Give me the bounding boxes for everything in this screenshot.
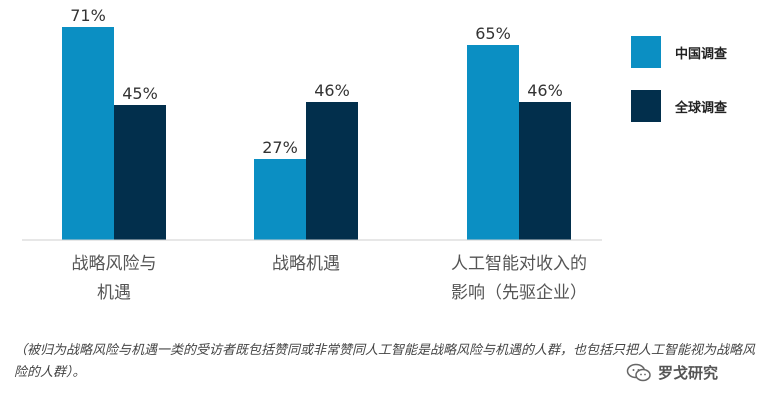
watermark-text: 罗戈研究 [658,364,719,382]
legend-item-china: 中国调查 [631,36,727,68]
chart-footnote: （被归为战略风险与机遇一类的受访者既包括赞同或非常赞同人工智能是战略风险与机遇的… [14,343,756,380]
wechat-icon [626,363,651,381]
labels-layer: 71% 45% 战略风险与机遇 27% 46% 战略机遇 65% 46% 人工智能对收入的影响（… [70,6,587,303]
bar-global-3 [519,102,571,240]
legend-swatch-china [631,36,661,68]
bar-china-1 [62,27,114,240]
category-label-1: 战略风险与机遇 [72,254,157,303]
watermark: 罗戈研究 [626,362,718,383]
bar-global-2 [306,102,358,240]
data-label-china-2: 27% [262,138,298,157]
bars-layer [62,27,571,240]
category-label-3: 人工智能对收入的影响（先驱企业） [451,254,587,303]
bar-chart: 71% 45% 战略风险与机遇 27% 46% 战略机遇 65% 46% 人工智能对收入的影响（… [22,6,602,303]
data-label-global-2: 46% [314,81,350,100]
bar-china-2 [254,159,306,240]
data-label-china-3: 65% [475,24,511,43]
bar-global-1 [114,105,166,240]
legend-label-global: 全球调查 [675,100,728,116]
data-label-global-1: 45% [122,84,158,103]
legend-item-global: 全球调查 [631,90,727,122]
category-label-2: 战略机遇 [272,254,340,274]
bar-china-3 [467,45,519,240]
data-label-china-1: 71% [70,6,106,25]
data-label-global-3: 46% [527,81,563,100]
legend-label-china: 中国调查 [675,46,728,62]
legend-swatch-global [631,90,661,122]
